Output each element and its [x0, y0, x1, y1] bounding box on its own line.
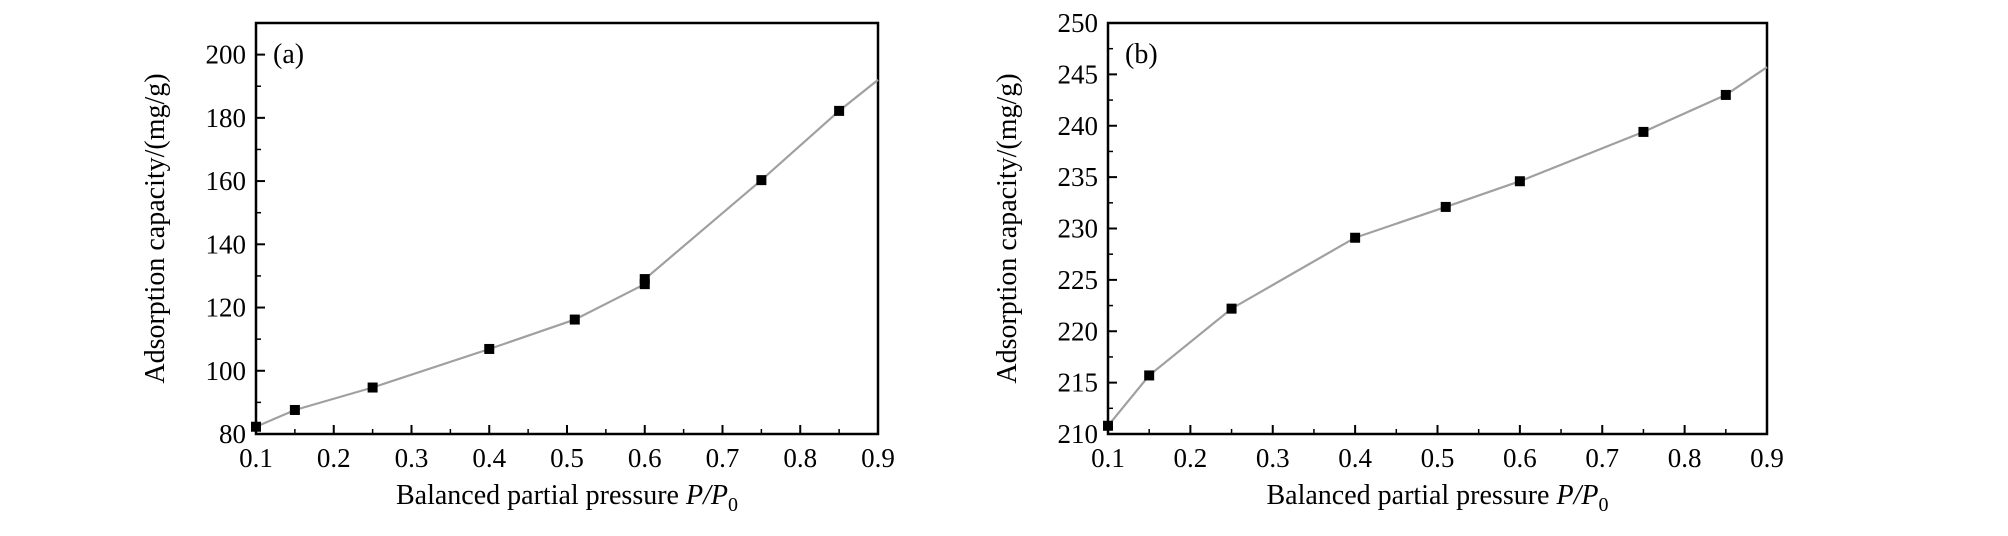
- x-tick-label: 0.9: [861, 443, 895, 473]
- chart-a: 0.1 0.2 0.3 0.4 0.5 0.6 0.7 0.8 0.9 80 100 120 140 16…: [140, 21, 895, 516]
- x-tick-label: 0.3: [1256, 443, 1290, 473]
- y-tick-label: 220: [1058, 316, 1099, 346]
- x-axis-label-var: P/P: [685, 480, 728, 511]
- y-tick-label: 240: [1058, 111, 1099, 141]
- x-tick-label: 0.7: [706, 443, 740, 473]
- data-point: [639, 279, 650, 290]
- y-tick-label: 230: [1058, 214, 1099, 244]
- y-tick-label: 140: [206, 229, 247, 259]
- x-axis-label: Balanced partial pressure P/P0: [396, 480, 738, 516]
- y-tick-label: 245: [1058, 59, 1099, 89]
- x-tick-label: 0.4: [1338, 443, 1372, 473]
- x-tick-label: 0.9: [1750, 443, 1784, 473]
- data-point: [367, 382, 378, 393]
- y-tick-label: 160: [206, 166, 247, 196]
- y-tick-label: 225: [1058, 265, 1099, 295]
- data-point: [834, 105, 845, 116]
- data-point: [1440, 201, 1451, 212]
- series-line: [1107, 66, 1768, 427]
- data-point: [756, 175, 767, 186]
- x-tick-label: 0.3: [395, 443, 429, 473]
- plot-frame: [254, 21, 880, 436]
- data-point: [251, 421, 261, 432]
- y-tick-label: 250: [1058, 8, 1099, 38]
- data-point: [1638, 126, 1649, 137]
- x-tick-label: 0.1: [239, 443, 273, 473]
- x-tick-label: 0.5: [1421, 443, 1455, 473]
- x-tick-label: 0.5: [550, 443, 584, 473]
- x-tick-label: 0.4: [472, 443, 506, 473]
- x-tick-label: 0.8: [783, 443, 817, 473]
- data-point: [1103, 420, 1113, 431]
- series-line: [255, 79, 879, 428]
- y-tick-label: 180: [206, 103, 247, 133]
- data-point: [289, 404, 300, 415]
- y-axis-label: Adsorption capacity/(mg/g): [140, 73, 171, 383]
- panel-label: (a): [273, 39, 304, 70]
- x-tick-label: 0.2: [317, 443, 351, 473]
- y-tick-label: 120: [206, 293, 247, 323]
- x-axis-label-var: P/P: [1555, 480, 1598, 511]
- data-point: [484, 343, 495, 354]
- x-tick-label: 0.6: [1503, 443, 1537, 473]
- data-point: [1144, 370, 1155, 381]
- data-point: [639, 274, 650, 285]
- x-axis-label-text: Balanced partial pressure: [1267, 480, 1557, 511]
- x-tick-label: 0.7: [1585, 443, 1619, 473]
- y-tick-label: 100: [206, 356, 247, 386]
- x-tick-label: 0.8: [1668, 443, 1702, 473]
- x-axis-label-sub: 0: [728, 494, 738, 516]
- x-tick-label: 0.1: [1091, 443, 1125, 473]
- y-tick-label: 210: [1058, 419, 1099, 449]
- y-axis-label: Adsorption capacity/(mg/g): [992, 73, 1023, 383]
- y-tick-label: 235: [1058, 162, 1099, 192]
- plot-frame: [1106, 21, 1769, 436]
- chart-b: 0.1 0.2 0.3 0.4 0.5 0.6 0.7 0.8 0.9 210 215 220 225 2…: [992, 8, 1784, 516]
- data-point: [1350, 232, 1361, 243]
- x-tick-label: 0.6: [628, 443, 662, 473]
- y-tick-label: 80: [219, 419, 246, 449]
- x-axis-label: Balanced partial pressure P/P0: [1267, 480, 1609, 516]
- x-axis-label-text: Balanced partial pressure: [396, 480, 686, 511]
- panel-label: (b): [1125, 39, 1158, 70]
- data-point: [1226, 303, 1237, 314]
- y-tick-label: 200: [206, 40, 247, 70]
- x-tick-label: 0.2: [1174, 443, 1208, 473]
- data-point: [569, 314, 580, 325]
- y-tick-label: 215: [1058, 368, 1099, 398]
- x-axis-label-sub: 0: [1598, 494, 1608, 516]
- data-point: [1720, 89, 1731, 100]
- data-point: [1514, 176, 1525, 187]
